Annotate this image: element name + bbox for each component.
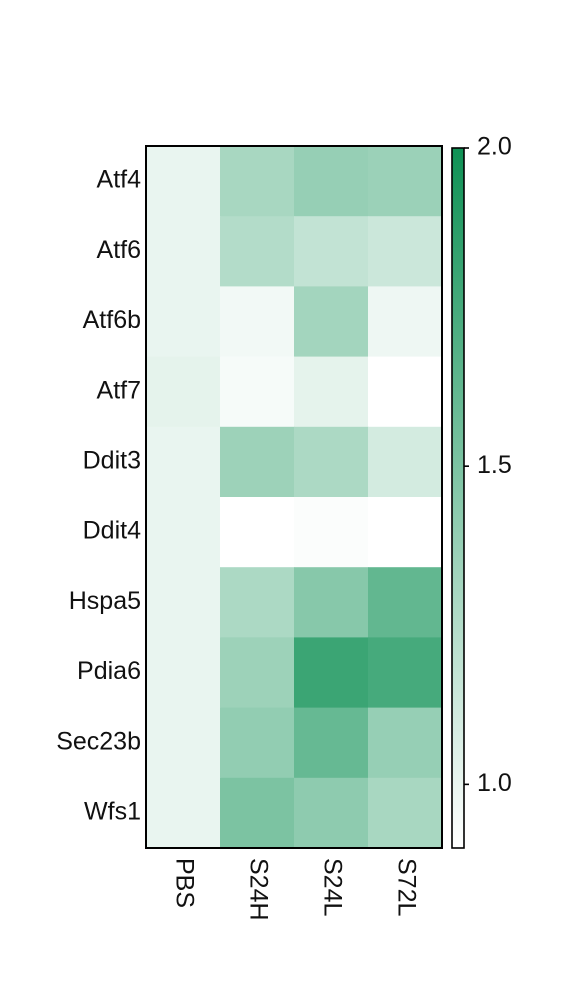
heatmap-cell — [220, 216, 295, 287]
colorbar-tick-label: 1.0 — [477, 769, 512, 797]
heatmap-cell — [294, 497, 369, 568]
column-label: PBS — [170, 858, 198, 908]
heatmap-cell — [368, 426, 443, 498]
heatmap-cell — [146, 356, 221, 428]
heatmap-cell — [368, 497, 443, 568]
heatmap-cell — [146, 286, 221, 358]
heatmap-cell — [294, 567, 369, 638]
heatmap-cells — [146, 146, 443, 849]
heatmap-cell — [220, 777, 295, 849]
heatmap-cell — [220, 637, 295, 709]
heatmap-cell — [146, 426, 221, 498]
column-label: S24L — [318, 858, 346, 916]
heatmap-cell — [294, 356, 369, 428]
heatmap-cell — [368, 777, 443, 849]
heatmap-cell — [294, 707, 369, 779]
row-label: Atf6 — [97, 236, 141, 264]
heatmap-cell — [220, 567, 295, 638]
heatmap-cell — [294, 637, 369, 709]
row-label: Sec23b — [56, 727, 141, 755]
row-label: Pdia6 — [77, 657, 141, 685]
column-label: S72L — [392, 858, 420, 916]
heatmap-cell — [294, 286, 369, 358]
heatmap-cell — [146, 567, 221, 638]
row-label: Wfs1 — [84, 798, 141, 826]
heatmap-cell — [146, 707, 221, 779]
heatmap-cell — [368, 356, 443, 428]
row-label: Atf7 — [97, 376, 141, 404]
heatmap-cell — [220, 146, 295, 217]
heatmap-cell — [368, 707, 443, 779]
color-scale-bar — [451, 147, 465, 849]
heatmap-cell — [368, 637, 443, 709]
heatmap-cell — [368, 216, 443, 287]
heatmap-cell — [146, 146, 221, 217]
row-label: Ddit4 — [83, 517, 141, 545]
row-label: Hspa5 — [69, 587, 141, 615]
heatmap-cell — [294, 146, 369, 217]
heatmap-cell — [220, 356, 295, 428]
heatmap-cell — [146, 777, 221, 849]
heatmap-cell — [368, 567, 443, 638]
heatmap-cell — [220, 497, 295, 568]
heatmap-cell — [220, 707, 295, 779]
heatmap-cell — [146, 216, 221, 287]
heatmap-cell — [220, 426, 295, 498]
row-label: Ddit3 — [83, 447, 141, 475]
heatmap-cell — [294, 777, 369, 849]
heatmap-cell — [146, 497, 221, 568]
heatmap-cell — [368, 146, 443, 217]
heatmap-border — [145, 145, 443, 849]
column-label: S24H — [244, 858, 272, 921]
heatmap-cell — [294, 216, 369, 287]
heatmap-cell — [220, 286, 295, 358]
heatmap-cell — [146, 637, 221, 709]
heatmap-cell — [294, 426, 369, 498]
colorbar-tick-label: 1.5 — [477, 451, 512, 479]
colorbar-tick-label: 2.0 — [477, 133, 512, 161]
row-label: Atf6b — [83, 306, 141, 334]
row-label: Atf4 — [97, 166, 142, 194]
heatmap-cell — [368, 286, 443, 358]
